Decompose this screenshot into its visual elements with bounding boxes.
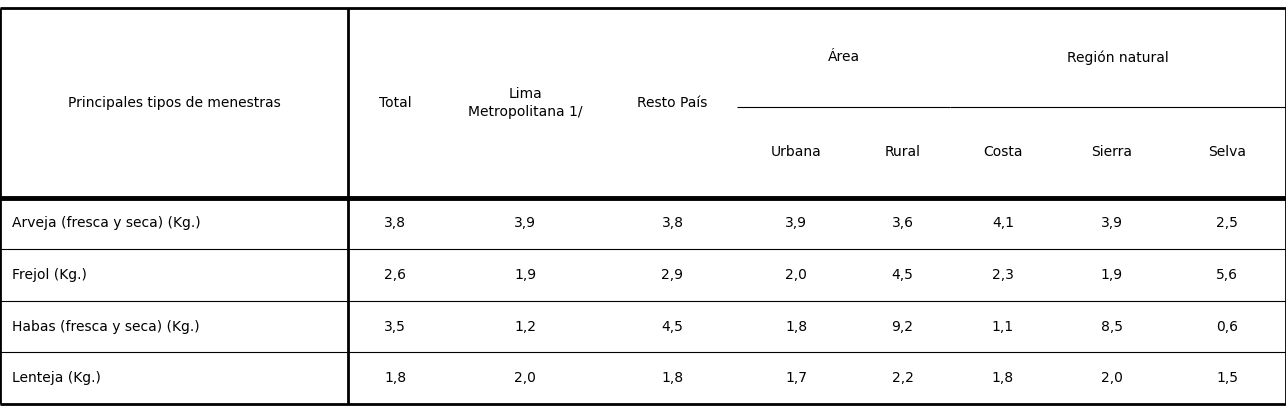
- Text: 2,6: 2,6: [385, 268, 406, 282]
- Text: 2,0: 2,0: [514, 371, 536, 385]
- Text: 8,5: 8,5: [1101, 320, 1123, 334]
- Text: 1,2: 1,2: [514, 320, 536, 334]
- Text: Principales tipos de menestras: Principales tipos de menestras: [68, 96, 280, 110]
- Text: Arveja (fresca y seca) (Kg.): Arveja (fresca y seca) (Kg.): [12, 216, 201, 230]
- Text: Costa: Costa: [983, 145, 1022, 159]
- Text: 2,5: 2,5: [1217, 216, 1238, 230]
- Text: 4,1: 4,1: [992, 216, 1013, 230]
- Text: 1,8: 1,8: [385, 371, 406, 385]
- Text: 0,6: 0,6: [1217, 320, 1238, 334]
- Text: 1,8: 1,8: [992, 371, 1013, 385]
- Text: Total: Total: [379, 96, 412, 110]
- Text: 2,0: 2,0: [1101, 371, 1123, 385]
- Text: 2,3: 2,3: [992, 268, 1013, 282]
- Text: 1,9: 1,9: [1101, 268, 1123, 282]
- Text: 1,5: 1,5: [1217, 371, 1238, 385]
- Text: 3,9: 3,9: [514, 216, 536, 230]
- Text: Región natural: Región natural: [1067, 50, 1169, 65]
- Text: 3,6: 3,6: [891, 216, 913, 230]
- Text: 2,9: 2,9: [661, 268, 683, 282]
- Text: 1,9: 1,9: [514, 268, 536, 282]
- Text: 3,9: 3,9: [786, 216, 808, 230]
- Text: Lenteja (Kg.): Lenteja (Kg.): [12, 371, 100, 385]
- Text: Resto País: Resto País: [638, 96, 707, 110]
- Text: 1,7: 1,7: [786, 371, 808, 385]
- Text: 2,2: 2,2: [891, 371, 913, 385]
- Text: 5,6: 5,6: [1217, 268, 1238, 282]
- Text: 3,9: 3,9: [1101, 216, 1123, 230]
- Text: Frejol (Kg.): Frejol (Kg.): [12, 268, 87, 282]
- Text: Selva: Selva: [1208, 145, 1246, 159]
- Text: Área: Área: [827, 50, 859, 64]
- Text: 9,2: 9,2: [891, 320, 913, 334]
- Text: 4,5: 4,5: [661, 320, 683, 334]
- Text: 3,8: 3,8: [661, 216, 683, 230]
- Text: 4,5: 4,5: [891, 268, 913, 282]
- Text: 1,8: 1,8: [786, 320, 808, 334]
- Text: Habas (fresca y seca) (Kg.): Habas (fresca y seca) (Kg.): [12, 320, 199, 334]
- Text: Lima
Metropolitana 1/: Lima Metropolitana 1/: [468, 87, 583, 119]
- Text: 3,5: 3,5: [385, 320, 406, 334]
- Text: Urbana: Urbana: [772, 145, 822, 159]
- Text: Rural: Rural: [885, 145, 921, 159]
- Text: Sierra: Sierra: [1092, 145, 1133, 159]
- Text: 3,8: 3,8: [385, 216, 406, 230]
- Text: 1,8: 1,8: [661, 371, 684, 385]
- Text: 2,0: 2,0: [786, 268, 808, 282]
- Text: 1,1: 1,1: [992, 320, 1013, 334]
